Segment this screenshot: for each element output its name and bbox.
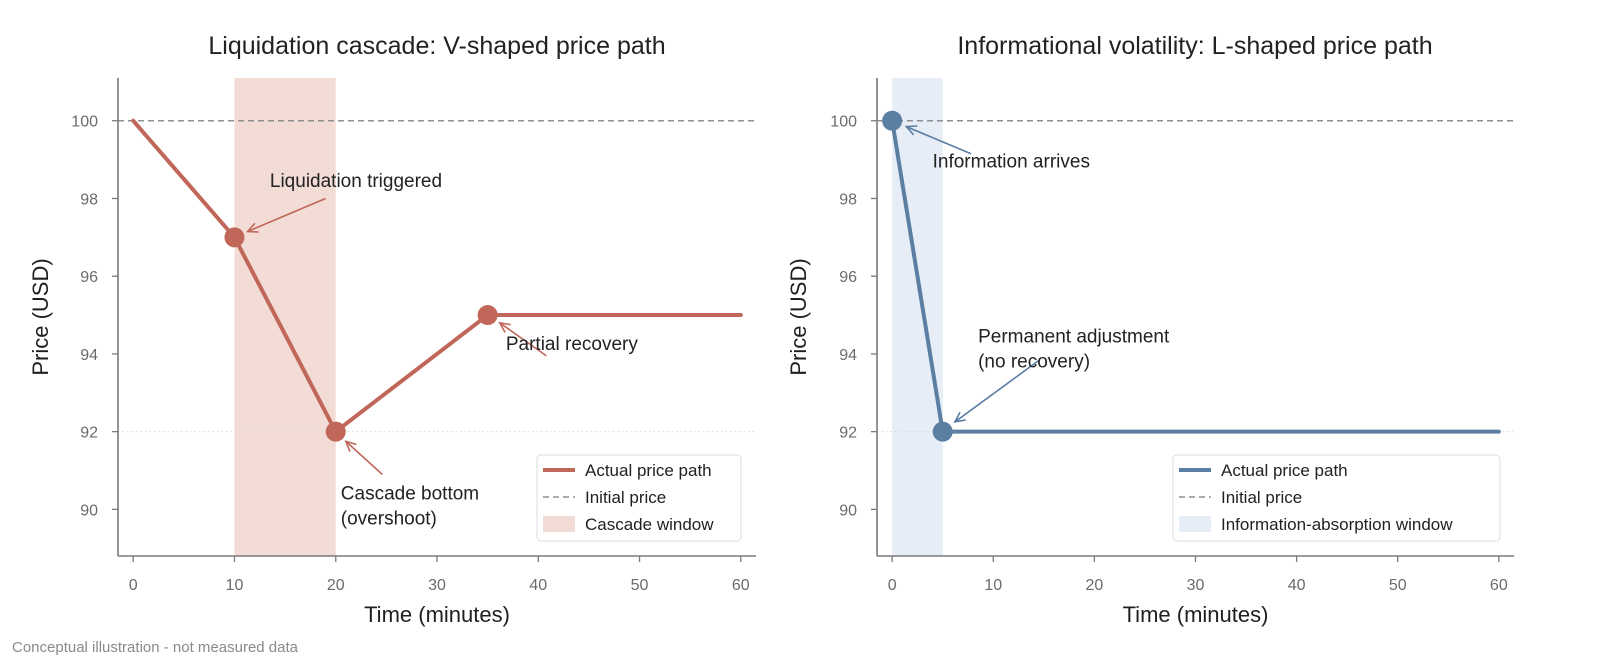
price-path-line: [131, 118, 743, 434]
annotation-arrowhead: [498, 321, 511, 333]
y-tick-label: 92: [80, 425, 98, 442]
y-tick-label: 90: [839, 502, 857, 519]
y-tick-label: 94: [80, 347, 98, 364]
x-tick-label: 10: [226, 577, 244, 594]
annotation-arrow: [954, 359, 1041, 423]
legend-box: [1172, 454, 1501, 542]
y-tick-label: 100: [71, 114, 98, 131]
x-tick-label: 20: [1085, 577, 1103, 594]
annotation-arrowhead: [344, 440, 357, 452]
x-tick-label: 40: [529, 577, 547, 594]
right-chart-panel: 90 92 94 96 98 100 0 10 20 30 40 50 60 Informational …: [786, 32, 1514, 627]
left-chart-panel: 90 92 94 96 98 100 0 10 20 30 40 50 60 Liquidation ca…: [28, 32, 756, 627]
legend-label: Initial price: [1221, 488, 1302, 507]
x-tick-label: 20: [327, 577, 345, 594]
x-tick-label: 10: [984, 577, 1002, 594]
legend-label: Actual price path: [585, 461, 712, 480]
y-axis-label: Price (USD): [786, 258, 811, 375]
annotation-arrowhead: [953, 411, 966, 424]
event-marker: [325, 421, 346, 442]
legend-swatch-band: [543, 516, 575, 532]
chart-title: Informational volatility: L-shaped price…: [957, 32, 1432, 60]
legend-swatch-band: [1179, 516, 1211, 532]
annotation-arrow: [247, 197, 326, 233]
x-tick-label: 50: [1389, 577, 1407, 594]
y-tick-label: 98: [80, 191, 98, 208]
annotation-text: Permanent adjustment: [978, 326, 1170, 347]
annotation-arrow: [345, 440, 383, 475]
x-axis-label: Time (minutes): [1123, 602, 1269, 627]
x-tick-label: 40: [1288, 577, 1306, 594]
y-tick-label: 94: [839, 347, 857, 364]
y-tick-label: 100: [830, 114, 857, 131]
annotation-arrowhead: [245, 222, 259, 233]
y-tick-label: 98: [839, 191, 857, 208]
annotation-text: (overshoot): [341, 509, 437, 530]
x-tick-label: 0: [888, 577, 897, 594]
legend-label: Cascade window: [585, 515, 714, 534]
window-band: [234, 78, 336, 556]
annotation-text: Liquidation triggered: [270, 171, 442, 192]
annotation-text: (no recovery): [978, 351, 1090, 372]
annotation-text: Information arrives: [933, 151, 1090, 172]
y-axis-label: Price (USD): [28, 258, 53, 375]
x-tick-label: 30: [428, 577, 446, 594]
x-tick-label: 60: [1490, 577, 1508, 594]
legend-label: Information-absorption window: [1221, 515, 1453, 534]
chart-title: Liquidation cascade: V-shaped price path: [208, 32, 665, 60]
legend-label: Initial price: [585, 488, 666, 507]
event-marker: [932, 421, 953, 442]
y-tick-label: 96: [80, 269, 98, 286]
footnote: Conceptual illustration - not measured d…: [12, 639, 299, 656]
event-marker: [477, 305, 498, 326]
x-tick-label: 30: [1187, 577, 1205, 594]
y-tick-label: 96: [839, 269, 857, 286]
annotation-arrow: [906, 125, 972, 155]
event-marker: [882, 110, 903, 131]
y-tick-label: 92: [839, 425, 857, 442]
window-band: [892, 78, 943, 556]
annotation-arrow: [499, 322, 547, 357]
y-tick-label: 90: [80, 502, 98, 519]
x-tick-label: 50: [631, 577, 649, 594]
legend-box: [536, 454, 742, 542]
x-tick-label: 0: [129, 577, 138, 594]
annotation-text: Cascade bottom: [341, 484, 479, 505]
annotation-arrowhead: [904, 125, 918, 136]
event-marker: [224, 227, 245, 248]
legend-label: Actual price path: [1221, 461, 1348, 480]
x-tick-label: 60: [732, 577, 750, 594]
x-axis-label: Time (minutes): [364, 602, 510, 627]
annotation-text: Partial recovery: [506, 334, 638, 355]
